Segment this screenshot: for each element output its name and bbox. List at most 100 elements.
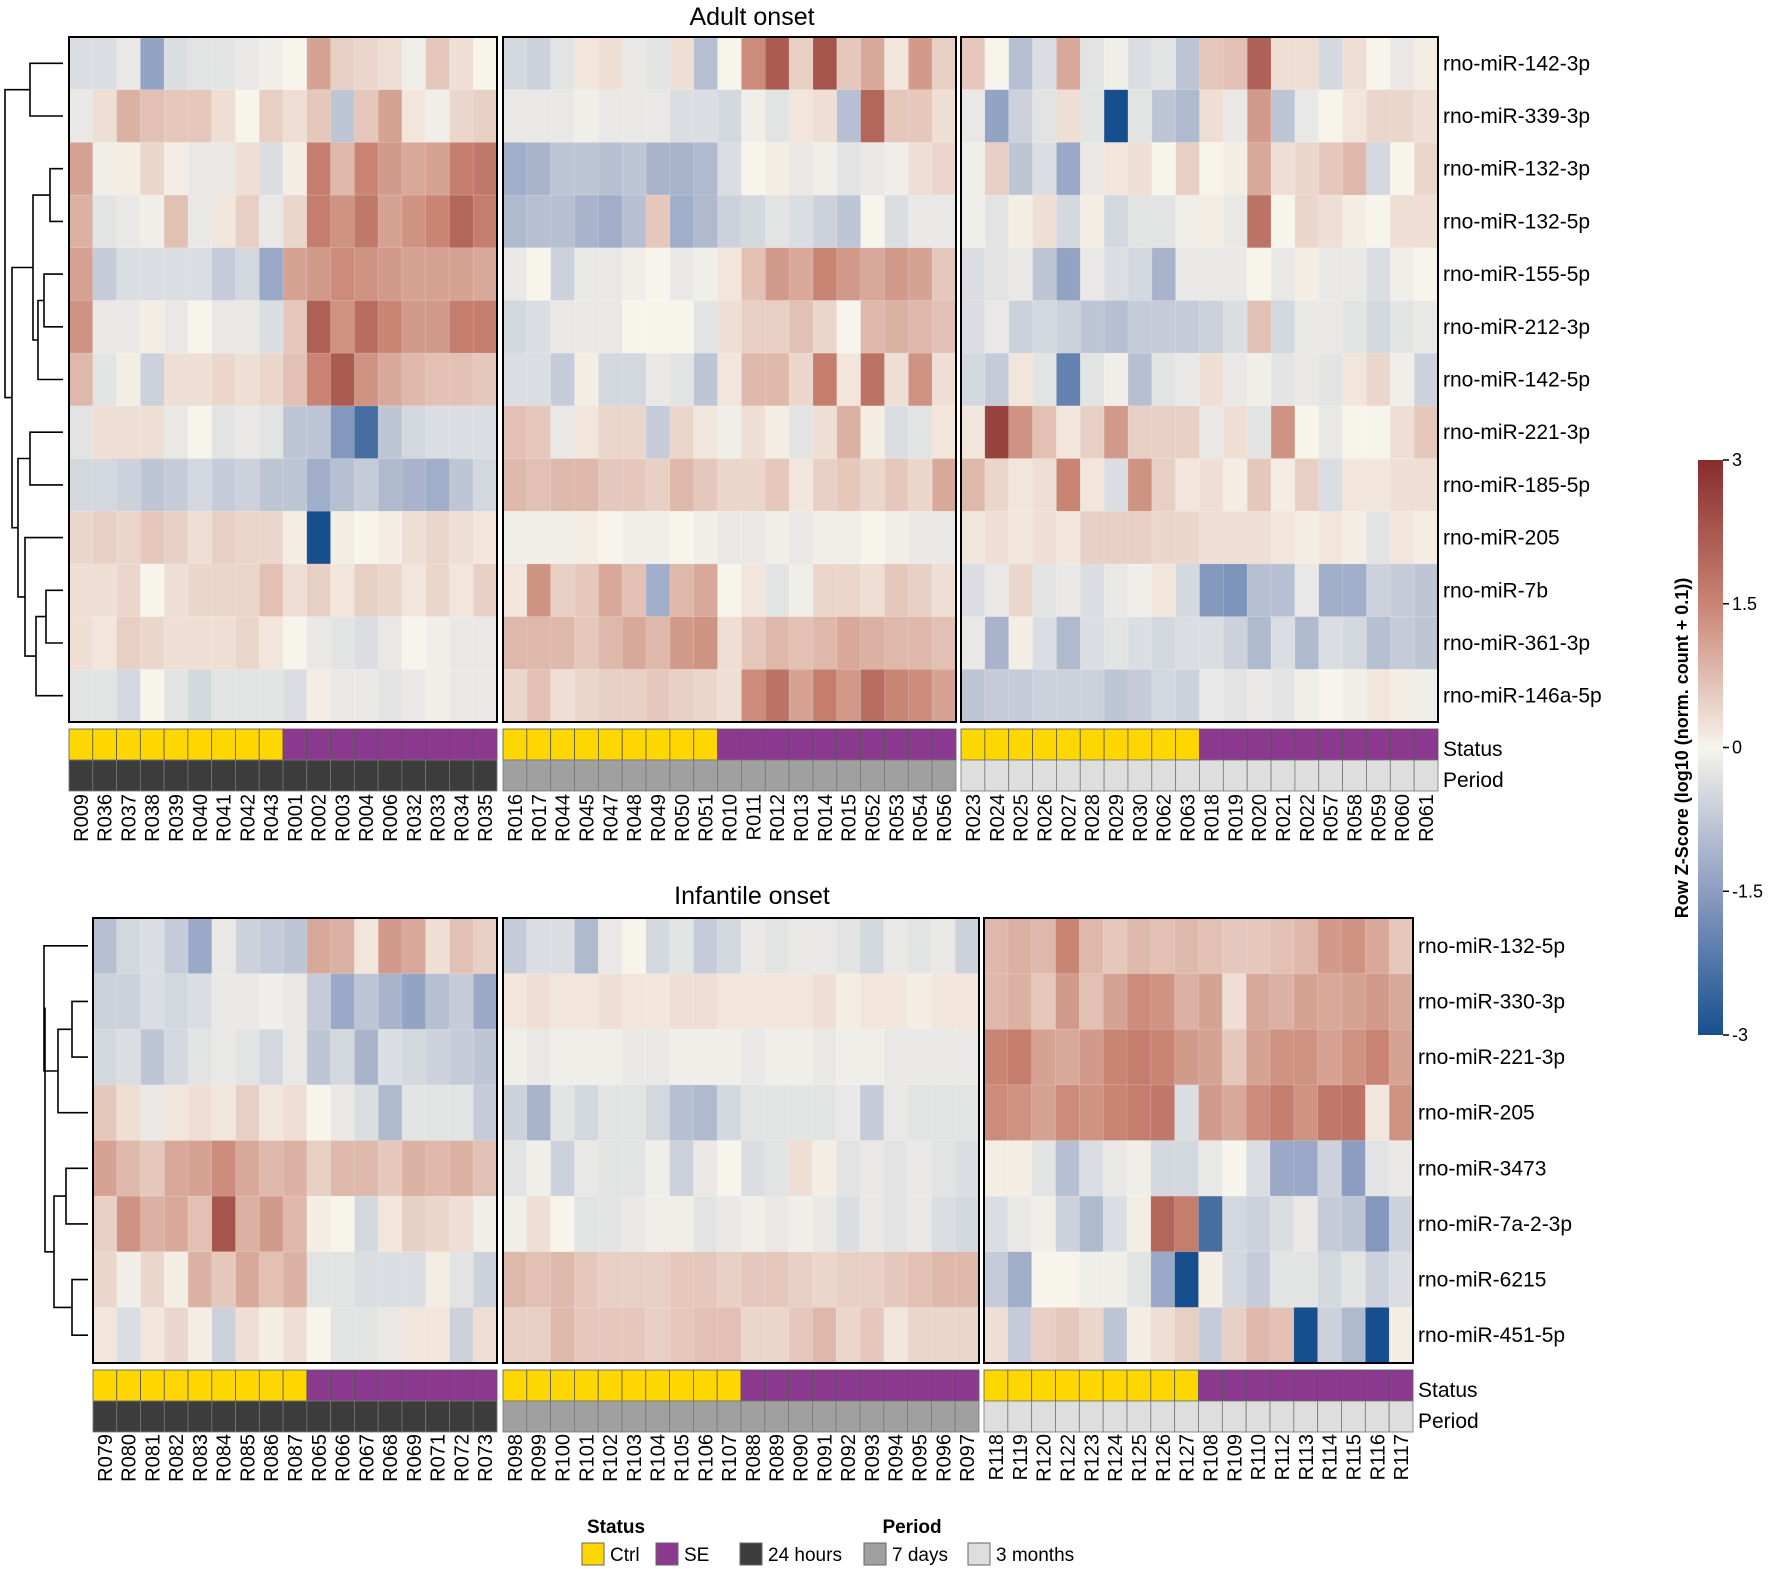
heatmap-cell: [1103, 510, 1129, 565]
heatmap-cell: [1246, 669, 1272, 723]
heatmap-cell: [235, 669, 260, 723]
period-cell: [574, 1400, 599, 1433]
heatmap-cell: [330, 973, 356, 1030]
heatmap-cell: [116, 300, 142, 354]
heatmap-cell: [907, 1084, 933, 1142]
heatmap-cell: [472, 669, 498, 723]
heatmap-cell: [1007, 1140, 1033, 1197]
heatmap-cell: [140, 352, 165, 407]
heatmap-cell: [92, 1307, 118, 1364]
column-label: R016: [505, 794, 527, 842]
heatmap-cell: [741, 616, 766, 671]
heatmap-cell: [330, 616, 356, 671]
period-cell: [1198, 1400, 1223, 1433]
heatmap-cell: [984, 89, 1010, 144]
heatmap-cell: [354, 36, 379, 91]
heatmap-cell: [1198, 1028, 1224, 1086]
status-cell: [860, 728, 885, 761]
heatmap-cell: [526, 616, 552, 671]
heatmap-cell: [1151, 142, 1177, 196]
heatmap-cell: [574, 616, 600, 671]
heatmap-cell: [693, 1307, 718, 1364]
column-label: R003: [332, 794, 354, 842]
heatmap-cell: [693, 1251, 718, 1309]
heatmap-cell: [472, 142, 498, 196]
heatmap-cell: [526, 142, 552, 196]
heatmap-cell: [1413, 36, 1439, 91]
heatmap-cell: [235, 89, 260, 144]
heatmap-cell: [1151, 458, 1177, 512]
status-cell: [645, 1369, 670, 1402]
heatmap-cell: [693, 1195, 718, 1253]
heatmap-cell: [1366, 36, 1391, 91]
heatmap-cell: [621, 142, 647, 196]
period-cell: [1103, 759, 1129, 792]
heatmap-cell: [1270, 142, 1296, 196]
heatmap-cell: [645, 352, 671, 407]
heatmap-cell: [377, 1195, 403, 1253]
heatmap-cell: [1102, 1307, 1128, 1364]
period-cell: [907, 1400, 932, 1433]
heatmap-cell: [526, 458, 552, 512]
heatmap-cell: [984, 563, 1010, 618]
heatmap-cell: [425, 36, 451, 91]
heatmap-cell: [1079, 1028, 1104, 1086]
status-cell: [211, 728, 236, 761]
row-label: rno-miR-339-3p: [1443, 105, 1590, 128]
heatmap-cell: [984, 247, 1010, 302]
heatmap-cell: [472, 36, 498, 91]
period-cell: [1342, 759, 1367, 792]
heatmap-cell: [282, 1195, 308, 1253]
heatmap-cell: [883, 1084, 909, 1142]
heatmap-cell: [598, 300, 623, 354]
column-label: R065: [309, 1434, 331, 1482]
heatmap-cell: [1222, 1307, 1247, 1364]
heatmap-cell: [472, 1028, 498, 1086]
period-cell: [1222, 759, 1248, 792]
heatmap-cell: [187, 563, 213, 618]
heatmap-cell: [1317, 973, 1343, 1030]
period-cell: [907, 759, 933, 792]
heatmap-cell: [1056, 458, 1081, 512]
heatmap-cell: [717, 36, 743, 91]
heatmap-cell: [306, 458, 332, 512]
heatmap-cell: [1413, 194, 1439, 249]
heatmap-cell: [449, 1140, 474, 1197]
heatmap-cell: [306, 405, 332, 460]
heatmap-cell: [1103, 194, 1129, 249]
heatmap-cell: [621, 458, 647, 512]
status-cell: [1078, 1369, 1104, 1402]
heatmap-cell: [1032, 458, 1058, 512]
heatmap-cell: [140, 616, 165, 671]
heatmap-cell: [1293, 1251, 1319, 1309]
heatmap-cell: [764, 458, 790, 512]
heatmap-cell: [1390, 300, 1415, 354]
heatmap-cell: [1079, 510, 1105, 565]
period-cell: [954, 1400, 980, 1433]
heatmap-cell: [258, 247, 284, 302]
heatmap-cell: [282, 1251, 308, 1309]
heatmap-cell: [1270, 510, 1296, 565]
heatmap-cell: [187, 458, 213, 512]
heatmap-cell: [1270, 36, 1296, 91]
heatmap-cell: [860, 405, 886, 460]
dendrogram-link: [44, 1007, 54, 1253]
heatmap-cell: [1079, 405, 1105, 460]
period-cell: [812, 1400, 837, 1433]
column-label: R104: [648, 1434, 670, 1482]
heatmap-cell: [1079, 458, 1105, 512]
heatmap-cell: [1055, 1028, 1081, 1086]
status-cell: [621, 1369, 647, 1402]
heatmap-cell: [788, 669, 814, 723]
heatmap-cell: [954, 917, 980, 975]
heatmap-cell: [812, 973, 837, 1030]
status-cell: [526, 1369, 551, 1402]
dendrogram-link: [45, 589, 63, 644]
heatmap-cell: [1151, 616, 1177, 671]
heatmap-cell: [836, 247, 862, 302]
heatmap-cell: [425, 1028, 451, 1086]
heatmap-cell: [1413, 563, 1439, 618]
status-cell: [550, 728, 575, 761]
heatmap-cell: [717, 300, 743, 354]
heatmap-cell: [1103, 247, 1129, 302]
